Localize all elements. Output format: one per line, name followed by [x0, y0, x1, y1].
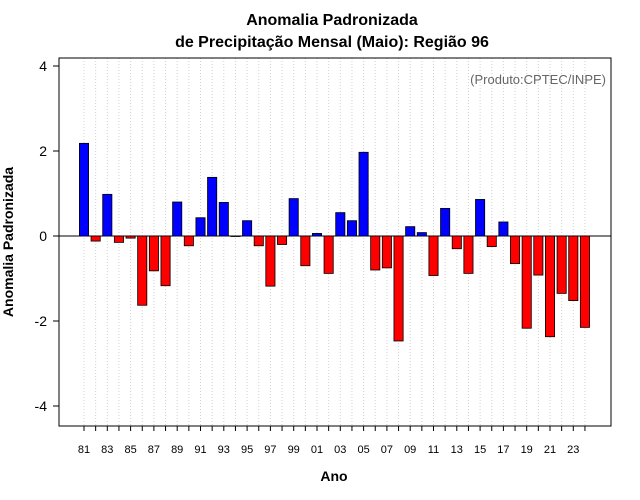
x-tick-label: 93	[218, 444, 230, 456]
bar-13	[451, 235, 462, 250]
bar-07	[381, 235, 392, 269]
x-tick-label: 23	[567, 444, 579, 456]
y-tick-label: 0	[39, 228, 47, 244]
bar-01	[311, 233, 322, 237]
vertical-grid	[83, 58, 586, 426]
bar-14	[463, 235, 474, 274]
y-tick-label: 2	[39, 143, 47, 159]
bar-04	[346, 220, 357, 237]
y-axis-label: Anomalia Padronizada	[0, 167, 16, 317]
x-tick-label: 05	[357, 444, 369, 456]
bar-09	[405, 226, 416, 237]
bar-86	[137, 235, 148, 306]
bar-05	[358, 151, 369, 237]
bar-97	[265, 235, 276, 287]
x-tick-label: 95	[241, 444, 253, 456]
x-tick-label: 97	[264, 444, 276, 456]
bar-91	[195, 217, 206, 237]
x-tick-label: 07	[381, 444, 393, 456]
bar-94	[230, 235, 241, 237]
bar-10	[416, 232, 427, 237]
bar-93	[218, 202, 229, 237]
bar-11	[428, 235, 439, 276]
bar-90	[183, 235, 194, 247]
x-axis: 81 83 85 87 89 91 93 95 97 99 01 03 05 07 09 11 13 15 17 19…	[78, 426, 586, 456]
bar-02	[323, 235, 334, 274]
bar-96	[253, 235, 264, 247]
x-tick-label: 89	[171, 444, 183, 456]
x-tick-label: 85	[124, 444, 136, 456]
bar-03	[335, 212, 346, 237]
bar-24	[579, 235, 590, 328]
chart-title-line1: Anomalia Padronizada	[246, 12, 418, 29]
bar-06	[370, 235, 381, 271]
bar-08	[393, 235, 404, 342]
x-tick-label: 81	[78, 444, 90, 456]
x-tick-label: 99	[288, 444, 300, 456]
bar-85	[125, 235, 136, 239]
x-tick-label: 01	[311, 444, 323, 456]
bar-23	[568, 235, 579, 301]
bar-88	[160, 235, 171, 287]
bar-20	[533, 235, 544, 276]
bar-21	[545, 235, 556, 338]
bar-81	[79, 142, 90, 237]
bar-84	[113, 235, 124, 243]
x-tick-label: 03	[334, 444, 346, 456]
bar-15	[475, 199, 486, 237]
y-tick-label: 4	[39, 58, 47, 74]
x-tick-label: 83	[101, 444, 113, 456]
bar-22	[556, 235, 567, 294]
bar-82	[90, 235, 101, 242]
bar-99	[288, 198, 299, 237]
bar-00	[300, 235, 311, 267]
x-tick-label: 91	[194, 444, 206, 456]
bar-89	[172, 201, 183, 237]
bar-17	[498, 221, 509, 237]
bar-95	[242, 220, 253, 237]
bar-12	[440, 207, 451, 237]
chart-title-line2: de Precipitação Mensal (Maio): Região 96	[175, 34, 489, 51]
plot-frame	[58, 57, 612, 427]
bar-92	[207, 176, 218, 237]
bar-16	[486, 235, 497, 248]
y-tick-label: -4	[35, 398, 48, 414]
x-tick-label: 15	[474, 444, 486, 456]
bars	[79, 142, 590, 342]
y-tick-label: -2	[35, 313, 48, 329]
x-tick-label: 11	[428, 444, 439, 456]
bar-18	[510, 235, 521, 265]
x-axis-label: Ano	[320, 468, 347, 484]
x-tick-label: 19	[521, 444, 533, 456]
x-tick-label: 09	[404, 444, 416, 456]
x-tick-label: 17	[497, 444, 509, 456]
y-axis: -4 -2 0 2 4	[35, 58, 59, 414]
bar-19	[521, 235, 532, 329]
bar-87	[148, 235, 159, 272]
x-tick-label: 21	[544, 444, 556, 456]
bar-98	[277, 235, 288, 245]
bar-83	[102, 193, 113, 237]
x-tick-label: 87	[148, 444, 160, 456]
credit-label: (Produto:CPTEC/INPE)	[470, 72, 606, 87]
x-tick-label: 13	[451, 444, 463, 456]
